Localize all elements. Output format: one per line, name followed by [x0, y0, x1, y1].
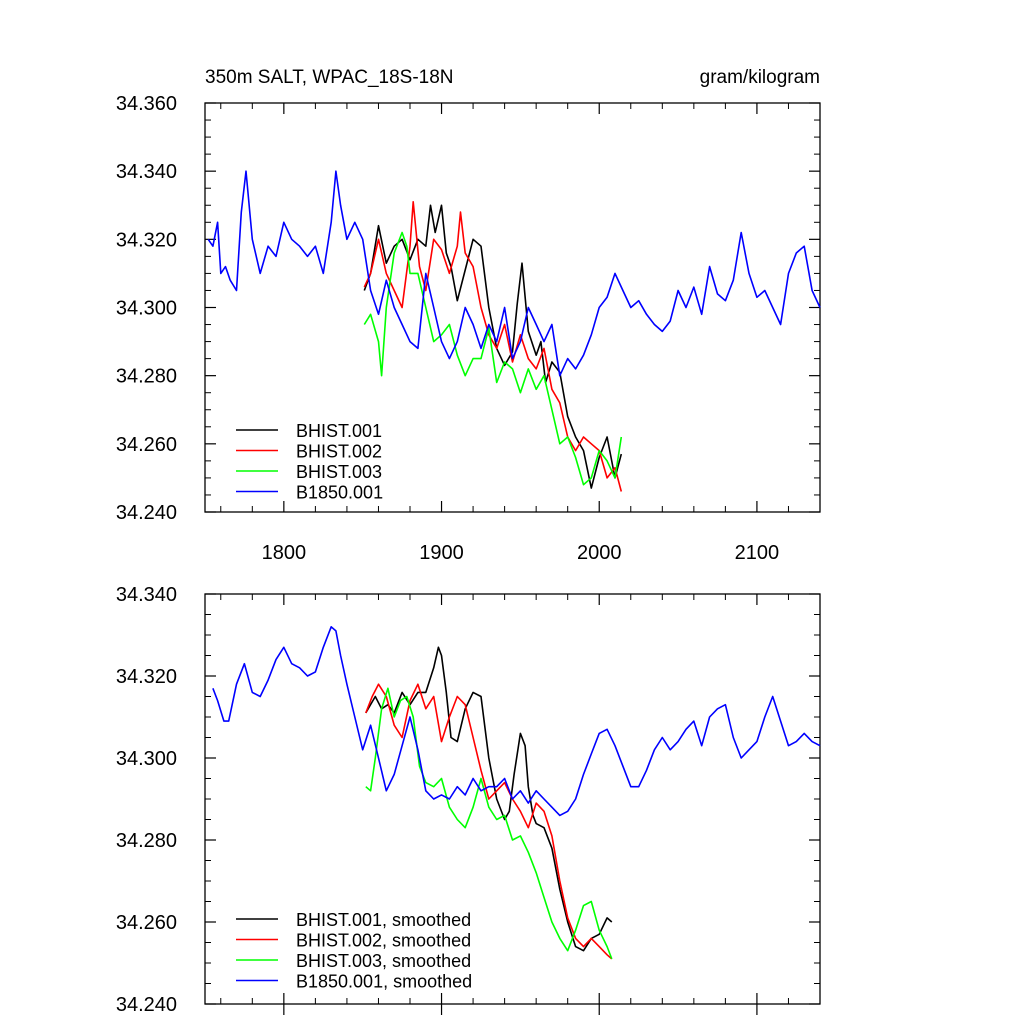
legend-label-3: BHIST.003 — [296, 462, 382, 482]
x-tick-label: 2000 — [577, 542, 622, 564]
y-tick-label: 34.280 — [116, 830, 177, 852]
series-line-1 — [365, 646, 613, 952]
top-series-group — [207, 170, 821, 492]
y-tick-label: 34.300 — [116, 298, 177, 320]
x-tick-label: 1900 — [419, 542, 464, 564]
top-salinity-panel: 350m SALT, WPAC_18S-18N gram/kilogram 34… — [116, 67, 821, 564]
series-line-3 — [363, 231, 623, 486]
legend-label-2: BHIST.002, smoothed — [296, 931, 471, 951]
top-panel-units: gram/kilogram — [700, 67, 820, 88]
series-line-4 — [212, 626, 821, 817]
series-line-1 — [363, 204, 623, 489]
legend-label-4: B1850.001 — [296, 483, 383, 503]
y-tick-label: 34.280 — [116, 366, 177, 388]
y-tick-label: 34.300 — [116, 748, 177, 770]
bottom-axis-ticks: 34.240 34.260 34.280 34.300 34.320 34.340 — [116, 584, 821, 1016]
top-axis-ticks: 34.240 34.260 34.280 34.300 34.320 34.340 34.3… — [116, 93, 821, 564]
x-tick-label: 1800 — [262, 542, 307, 564]
bottom-series-group — [212, 626, 821, 960]
y-tick-label: 34.340 — [116, 584, 177, 606]
top-panel-title: 350m SALT, WPAC_18S-18N — [205, 67, 454, 88]
legend-label-3: BHIST.003, smoothed — [296, 951, 471, 971]
series-line-3 — [365, 687, 613, 960]
y-tick-label: 34.260 — [116, 434, 177, 456]
legend-label-2: BHIST.002 — [296, 442, 382, 462]
series-line-2 — [365, 683, 613, 960]
y-tick-label: 34.360 — [116, 93, 177, 115]
y-tick-label: 34.240 — [116, 502, 177, 524]
legend-label-4: B1850.001, smoothed — [296, 972, 472, 992]
legend-label-1: BHIST.001, smoothed — [296, 910, 471, 930]
x-tick-label: 2100 — [735, 542, 780, 564]
series-line-4 — [207, 170, 821, 377]
y-tick-label: 34.320 — [116, 666, 177, 688]
legend-label-1: BHIST.001 — [296, 421, 382, 441]
y-tick-label: 34.240 — [116, 994, 177, 1016]
y-tick-label: 34.340 — [116, 161, 177, 183]
y-tick-label: 34.260 — [116, 912, 177, 934]
y-tick-label: 34.320 — [116, 229, 177, 251]
bottom-smoothed-panel: 34.240 34.260 34.280 34.300 34.320 34.340 BHI… — [116, 584, 821, 1016]
